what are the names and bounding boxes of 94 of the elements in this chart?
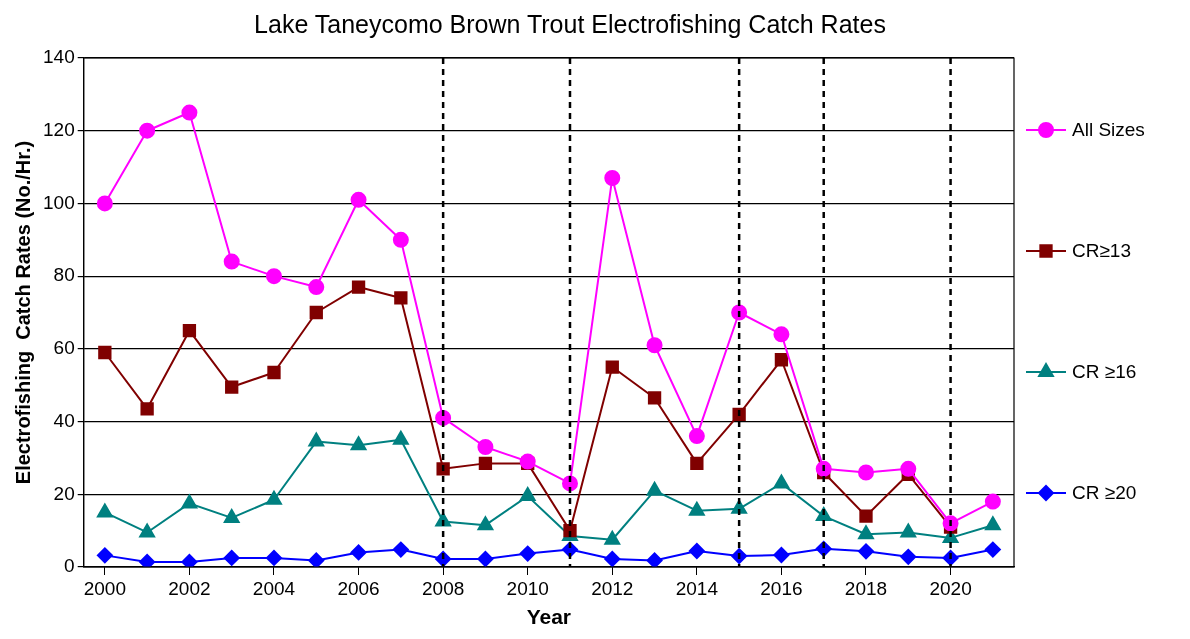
point xyxy=(96,503,113,518)
x-tick-label: 2002 xyxy=(168,577,211,599)
point xyxy=(984,541,1001,558)
point xyxy=(392,231,409,248)
point xyxy=(900,523,917,538)
y-tick-label: 120 xyxy=(43,118,75,140)
point xyxy=(350,191,367,208)
point xyxy=(223,508,240,523)
y-tick-label: 60 xyxy=(53,337,75,359)
point xyxy=(140,402,154,416)
point xyxy=(265,268,282,285)
point xyxy=(96,547,113,564)
point xyxy=(182,324,197,338)
point xyxy=(394,291,408,305)
legend-label: All Sizes xyxy=(1072,118,1145,141)
point xyxy=(605,360,619,374)
point xyxy=(392,541,409,558)
point xyxy=(900,460,917,477)
point xyxy=(98,345,112,360)
x-tick-label: 2018 xyxy=(844,577,888,599)
point xyxy=(773,326,790,343)
point xyxy=(646,552,663,567)
point xyxy=(984,493,1001,510)
point xyxy=(223,549,240,566)
point xyxy=(732,407,746,421)
legend-label: CR ≥20 xyxy=(1072,481,1137,504)
point xyxy=(646,481,663,496)
x-tick-label: 2000 xyxy=(83,577,126,599)
point xyxy=(96,195,113,212)
point xyxy=(477,439,494,456)
point xyxy=(858,543,874,560)
point xyxy=(223,253,240,270)
point xyxy=(646,337,663,354)
point xyxy=(688,501,705,516)
point xyxy=(604,169,621,186)
point xyxy=(351,280,366,294)
point xyxy=(563,523,577,538)
point xyxy=(773,474,790,489)
point xyxy=(858,464,874,481)
point xyxy=(181,553,198,567)
x-tick-label: 2004 xyxy=(252,577,296,599)
y-tick-label: 100 xyxy=(43,191,75,213)
point xyxy=(139,523,156,538)
point xyxy=(519,487,536,502)
x-tick-label: 2010 xyxy=(506,577,549,599)
point xyxy=(519,545,536,562)
point xyxy=(308,432,325,447)
point xyxy=(181,494,198,509)
point xyxy=(267,365,281,380)
y-tick-label: 140 xyxy=(43,46,75,68)
x-tick-label: 2020 xyxy=(929,577,972,599)
point xyxy=(774,353,789,367)
y-axis-title: Electrofishing Catch Rates (No./Hr.) xyxy=(11,140,34,485)
point xyxy=(604,530,621,545)
point xyxy=(647,391,662,405)
x-tick-label: 2008 xyxy=(421,577,465,599)
y-tick-label: 40 xyxy=(53,409,75,431)
point xyxy=(436,462,450,476)
y-tick-label: 20 xyxy=(53,482,75,504)
point xyxy=(478,456,493,471)
point xyxy=(265,549,282,566)
point xyxy=(266,490,282,505)
x-tick-label: 2006 xyxy=(337,577,380,599)
point xyxy=(731,304,748,321)
y-tick-label: 0 xyxy=(64,555,75,577)
point xyxy=(604,551,621,567)
point xyxy=(477,516,494,531)
y-tick-label: 80 xyxy=(53,264,75,286)
point xyxy=(308,552,325,567)
point xyxy=(225,380,239,394)
point xyxy=(350,436,367,451)
point xyxy=(308,279,325,296)
point xyxy=(859,509,873,523)
point xyxy=(858,525,874,540)
point xyxy=(690,456,704,471)
point xyxy=(181,104,198,121)
x-tick-label: 2014 xyxy=(675,577,719,599)
legend-label: CR≥13 xyxy=(1072,239,1132,262)
x-tick-label: 2016 xyxy=(760,577,803,599)
point xyxy=(139,553,156,567)
point xyxy=(688,428,705,445)
chart-title: Lake Taneycomo Brown Trout Electrofishing Catch Rates xyxy=(253,10,887,39)
point xyxy=(139,122,156,139)
point xyxy=(392,430,409,445)
point xyxy=(773,547,790,563)
x-tick-label: 2012 xyxy=(591,577,634,599)
point xyxy=(350,544,367,561)
point xyxy=(900,548,917,565)
point xyxy=(688,543,705,559)
x-axis-title: Year xyxy=(526,605,572,629)
legend-label: CR ≥16 xyxy=(1072,360,1137,383)
point xyxy=(477,551,494,567)
point xyxy=(984,516,1001,531)
point xyxy=(309,305,323,320)
